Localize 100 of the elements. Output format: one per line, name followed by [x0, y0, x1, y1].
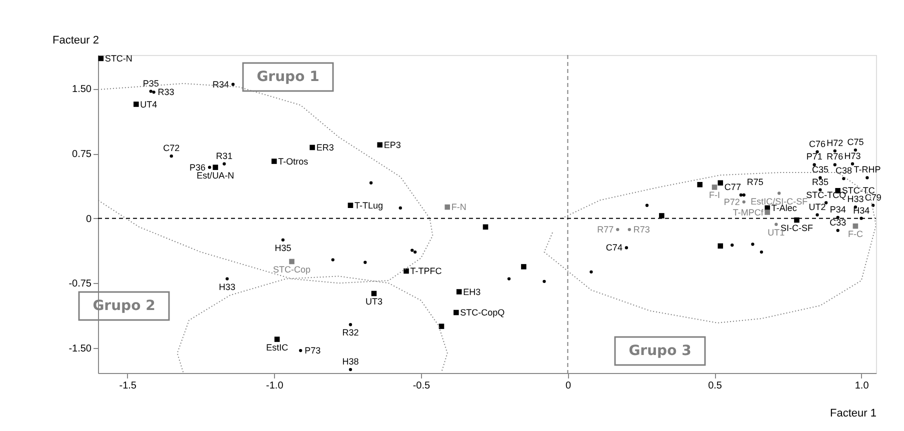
data-label: UT2: [808, 202, 826, 212]
data-label: C72: [163, 143, 180, 154]
data-label: UT3: [365, 296, 382, 306]
data-label: P71: [806, 152, 822, 162]
data-label: C35: [812, 164, 828, 175]
point: [454, 310, 459, 316]
point: [842, 176, 846, 180]
point: [310, 144, 315, 150]
data-label: H72: [826, 138, 844, 148]
annotation: Grupo 1: [256, 69, 320, 85]
point: [824, 201, 828, 204]
data-label: STC-CopQ: [460, 308, 505, 318]
point: [348, 202, 354, 208]
data-label: R34: [212, 79, 230, 90]
point: [712, 184, 718, 190]
point: [833, 149, 836, 152]
data-label: P72: [724, 196, 740, 207]
point: [212, 164, 218, 170]
data-label: EP3: [384, 140, 401, 150]
point: [331, 258, 334, 262]
point: [398, 206, 402, 210]
data-label: H34: [853, 205, 870, 216]
point: [833, 163, 836, 166]
data-label: R35: [812, 176, 828, 187]
point: [377, 142, 382, 148]
point: [170, 154, 173, 158]
point: [730, 244, 734, 247]
data-label: H33: [847, 194, 864, 204]
data-label: STC-N: [104, 53, 132, 64]
point: [507, 277, 511, 280]
point: [226, 277, 229, 280]
data-label: P36: [190, 162, 206, 172]
point: [850, 162, 854, 166]
point: [697, 182, 702, 188]
data-label: C33: [830, 217, 846, 228]
point: [751, 242, 754, 246]
point: [742, 200, 746, 204]
data-label: T-Otros: [278, 156, 309, 166]
data-label: Est/UA-N: [196, 170, 234, 180]
point: [149, 90, 152, 93]
data-label: R77: [597, 224, 614, 235]
data-label: R31: [216, 150, 232, 161]
point: [281, 238, 285, 242]
point: [348, 323, 352, 326]
data-label: R76: [826, 152, 844, 162]
y-tick-label: -1.50: [68, 343, 92, 354]
point: [289, 258, 294, 264]
y-axis-title: Facteur 2: [52, 34, 99, 46]
data-label: C77: [724, 182, 741, 192]
data-label: R32: [342, 328, 359, 338]
point: [413, 250, 417, 254]
point: [871, 204, 875, 207]
data-label: UT4: [140, 99, 158, 110]
point: [854, 148, 858, 152]
y-tick-label: 1.50: [72, 84, 92, 96]
data-label: T-TPFC: [410, 266, 442, 276]
data-label: R73: [633, 224, 650, 235]
data-label: T-MPCf: [732, 207, 764, 218]
data-label: H33: [218, 282, 236, 292]
data-label: T-TLug: [354, 200, 383, 210]
point: [778, 192, 781, 195]
point: [208, 166, 212, 169]
data-label: EH3: [463, 286, 481, 297]
data-label: P35: [142, 78, 159, 88]
point: [818, 188, 822, 192]
x-tick-label: -0.5: [412, 380, 430, 392]
annotation: Grupo 3: [628, 343, 692, 359]
point: [590, 270, 593, 274]
point: [521, 264, 526, 270]
point: [274, 336, 280, 342]
data-label: C75: [847, 137, 864, 148]
data-label: R33: [158, 87, 174, 98]
y-tick-label: 0.75: [72, 149, 92, 160]
data-label: C38: [835, 166, 852, 176]
point: [836, 228, 840, 232]
data-label: C76: [809, 138, 826, 149]
point: [739, 193, 743, 197]
data-label: P34: [830, 204, 846, 214]
point: [231, 82, 235, 86]
x-tick-label: -1.0: [266, 380, 284, 392]
data-label: EstIC/SI-C-SF: [750, 196, 808, 206]
point: [369, 181, 373, 184]
point: [616, 228, 620, 232]
point: [410, 248, 414, 252]
point: [764, 210, 770, 215]
data-label: P73: [304, 346, 321, 356]
point: [298, 348, 302, 352]
point: [659, 213, 664, 218]
point: [364, 260, 367, 264]
point: [645, 204, 649, 207]
y-tick-label: -0.75: [68, 278, 92, 290]
data-label: H35: [274, 242, 292, 253]
data-label: F-N: [451, 202, 466, 212]
x-axis-title: Facteur 1: [830, 408, 876, 420]
x-tick-label: 1.0: [854, 380, 870, 392]
point: [624, 246, 628, 250]
point: [456, 289, 462, 294]
x-tick-label: -1.5: [119, 380, 137, 392]
data-label: H38: [342, 356, 359, 367]
point: [866, 176, 869, 180]
